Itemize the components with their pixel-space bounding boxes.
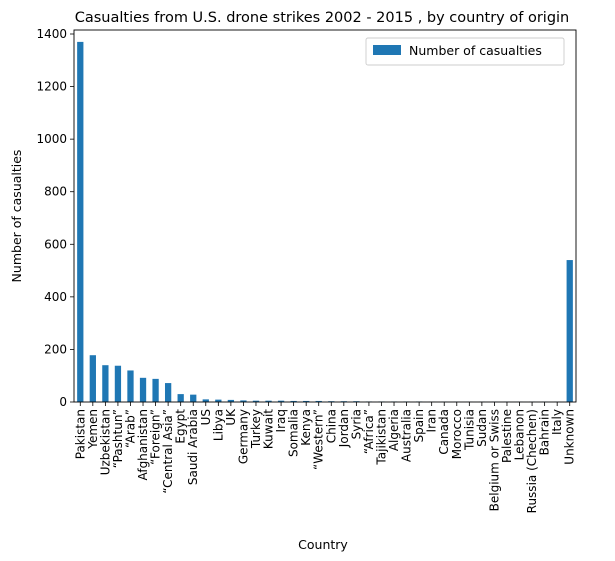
legend-label: Number of casualties xyxy=(409,43,542,58)
y-tick-label: 1400 xyxy=(36,27,67,41)
x-tick-label: Canada xyxy=(437,409,451,455)
x-tick-label: Kenya xyxy=(299,409,313,446)
bar-10 xyxy=(202,399,209,402)
bar-15 xyxy=(265,400,272,402)
x-tick-label: Russia (Chechen) xyxy=(525,409,539,513)
x-axis: PakistanYemenUzbekistan“Pashtun”“Arab”Af… xyxy=(73,402,577,513)
x-tick-label: Bahrain xyxy=(538,409,552,455)
x-tick-label: China xyxy=(324,409,338,443)
x-tick-label: Kuwait xyxy=(262,409,276,449)
bar-6 xyxy=(152,378,159,402)
x-tick-label: Algeria xyxy=(387,409,401,451)
bar-17 xyxy=(290,400,297,402)
bars-group xyxy=(77,41,573,402)
x-tick-label: Sudan xyxy=(475,409,489,447)
x-tick-label: Yemen xyxy=(86,409,100,450)
x-axis-label: Country xyxy=(298,537,348,552)
bar-3 xyxy=(114,365,122,402)
x-tick-label: Jordan xyxy=(337,409,351,448)
x-tick-label: “Foreign” xyxy=(149,409,163,465)
x-tick-label: Turkey xyxy=(249,409,263,449)
x-tick-label: Australia xyxy=(400,409,414,462)
y-axis-label: Number of casualties xyxy=(9,150,24,283)
x-tick-label: Italy xyxy=(550,409,564,435)
x-tick-label: Palestine xyxy=(500,409,514,463)
plot-frame xyxy=(73,29,577,403)
x-tick-label: “Western” xyxy=(312,409,326,470)
x-tick-label: Iraq xyxy=(274,409,288,432)
x-tick-label: Libya xyxy=(211,409,225,441)
bar-4 xyxy=(127,370,134,402)
bar-39 xyxy=(566,260,573,402)
bar-11 xyxy=(215,399,222,402)
bar-16 xyxy=(277,400,285,402)
x-tick-label: UK xyxy=(224,408,238,426)
x-tick-label: Saudi Arabia xyxy=(186,409,200,485)
y-tick-label: 0 xyxy=(59,395,67,409)
legend-box xyxy=(365,37,565,66)
y-tick-label: 600 xyxy=(44,237,67,251)
x-tick-label: “Central Asia” xyxy=(161,409,175,494)
bar-7 xyxy=(164,383,172,402)
bar-19 xyxy=(315,400,322,402)
x-tick-label: Uzbekistan xyxy=(98,409,112,475)
x-tick-label: Tunisia xyxy=(462,409,476,451)
x-tick-label: Unknown xyxy=(563,409,577,465)
x-tick-label: Pakistan xyxy=(73,409,87,459)
x-tick-label: Spain xyxy=(412,409,426,443)
y-tick-label: 800 xyxy=(44,185,67,199)
bar-1 xyxy=(89,355,96,402)
y-tick-label: 1200 xyxy=(36,80,67,94)
y-axis: 0 200 400 600 800 1000 1200 1400 xyxy=(36,27,74,409)
bar-9 xyxy=(190,394,197,402)
bar-14 xyxy=(252,400,260,402)
bar-5 xyxy=(139,377,147,402)
x-tick-label: Iran xyxy=(425,409,439,432)
x-tick-label: Syria xyxy=(349,409,363,439)
x-tick-label: “Arab” xyxy=(123,409,137,448)
legend: Number of casualties xyxy=(365,37,565,66)
bar-0 xyxy=(77,41,84,402)
x-tick-label: “Africa” xyxy=(362,409,376,454)
y-tick-label: 200 xyxy=(44,342,67,356)
y-tick-label: 400 xyxy=(44,290,67,304)
x-tick-label: Morocco xyxy=(450,409,464,459)
x-tick-label: Lebanon xyxy=(513,409,527,460)
x-tick-label: Somalia xyxy=(287,409,301,457)
y-tick-label: 1000 xyxy=(36,132,67,146)
x-tick-label: “Pashtun” xyxy=(111,409,125,468)
bar-18 xyxy=(303,400,310,402)
x-tick-label: Afghanistan xyxy=(136,409,150,480)
x-tick-label: Germany xyxy=(236,409,250,464)
x-tick-label: US xyxy=(199,409,213,425)
bar-2 xyxy=(102,365,109,402)
x-tick-label: Tajikistan xyxy=(374,409,388,466)
x-tick-label: Belgium or Swiss xyxy=(487,409,501,511)
chart-title: Casualties from U.S. drone strikes 2002 … xyxy=(75,10,570,26)
x-tick-label: Egypt xyxy=(174,409,188,444)
bar-12 xyxy=(227,399,235,402)
bar-8 xyxy=(177,394,184,402)
legend-swatch xyxy=(373,45,401,55)
bar-13 xyxy=(240,400,247,402)
